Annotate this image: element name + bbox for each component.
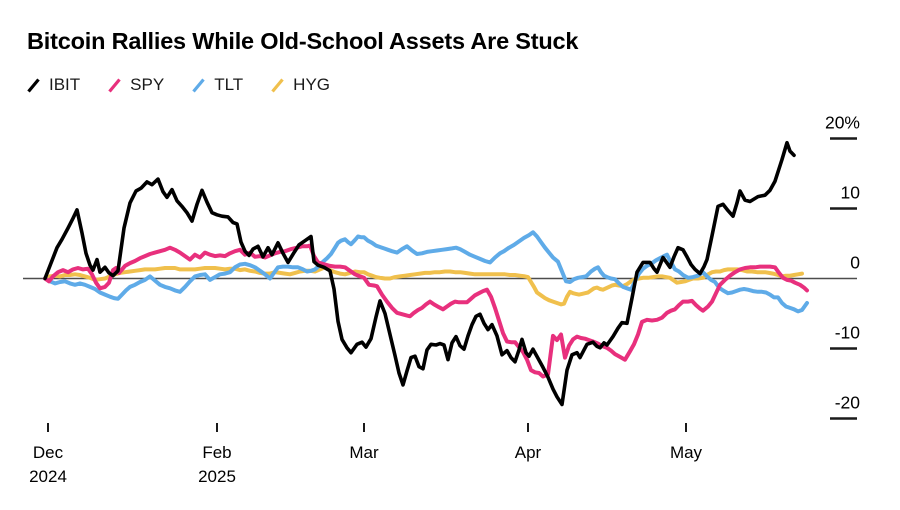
y-axis: 20% 10 0 -10 -20 — [825, 113, 861, 420]
spy-slash-icon — [108, 77, 121, 93]
legend-item-hyg: HYG — [270, 75, 330, 95]
x-tick-label: Mar — [349, 443, 379, 462]
line-tlt — [43, 230, 809, 314]
x-tick-label: May — [670, 443, 703, 462]
y-tick-label: -20 — [835, 393, 861, 413]
x-tick-sublabel: 2025 — [198, 467, 236, 486]
legend-label-tlt: TLT — [214, 75, 244, 94]
legend: IBIT SPY TLT HYG — [26, 75, 330, 95]
line-ibit — [43, 140, 796, 407]
line-spy — [43, 243, 809, 379]
tlt-slash-icon — [192, 77, 205, 93]
x-tick-label: Feb — [202, 443, 231, 462]
x-tick-label: Dec — [33, 443, 64, 462]
line-hyg — [43, 265, 804, 307]
page-title: Bitcoin Rallies While Old-School Assets … — [27, 28, 579, 54]
y-tick-label: -10 — [835, 323, 861, 343]
legend-label-hyg: HYG — [293, 75, 331, 94]
ibit-slash-icon — [27, 77, 40, 93]
legend-item-tlt: TLT — [191, 75, 243, 95]
hyg-slash-icon — [271, 77, 284, 93]
legend-label-spy: SPY — [130, 75, 165, 94]
x-axis: Dec 2024 Feb 2025 Mar Apr May — [29, 423, 703, 486]
y-tick-label: 20% — [825, 113, 860, 133]
legend-item-ibit: IBIT — [26, 75, 80, 95]
x-tick-sublabel: 2024 — [29, 467, 67, 486]
legend-label-ibit: IBIT — [49, 75, 81, 94]
x-tick-label: Apr — [515, 443, 542, 462]
y-tick-label: 0 — [850, 253, 860, 273]
legend-item-spy: SPY — [107, 75, 164, 95]
y-tick-label: 10 — [841, 183, 861, 203]
